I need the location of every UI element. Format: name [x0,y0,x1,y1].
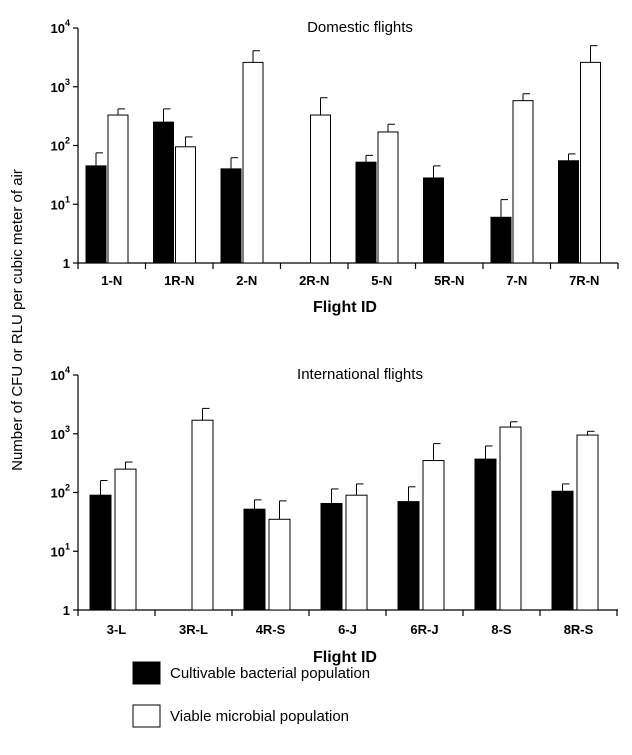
bar-cultivable [243,508,266,611]
y-tick-label: 104 [51,18,70,36]
bar-viable [512,100,534,264]
y-tick-label: 102 [51,136,70,154]
legend-label-cultivable: Cultivable bacterial population [170,665,370,682]
y-tick-label: 103 [51,77,70,95]
y-tick-label: 101 [51,194,70,212]
category-label: 1-N [101,273,122,288]
category-label: 1R-N [164,273,194,288]
category-label: 2R-N [299,273,329,288]
bar-viable [310,114,331,264]
bar-cultivable [89,494,112,611]
y-tick-label: 101 [51,541,70,559]
y-tick-label: 1 [63,256,70,271]
y-tick-exponent: 3 [65,77,70,87]
y-tick-base: 10 [51,486,65,501]
y-tick-exponent: 1 [65,541,70,551]
x-axis-label: Flight ID [313,299,377,316]
bar-cultivable [355,161,377,264]
category-label: 6-J [338,622,357,637]
bar-viable [377,131,399,264]
x-axis-label: Flight ID [313,649,377,666]
bar-cultivable [558,160,579,264]
bar-cultivable [153,121,174,264]
bar-viable [107,114,129,264]
legend-swatch-cultivable [132,661,161,685]
legend: Cultivable bacterial population Viable m… [132,661,370,728]
category-label: 8R-S [564,622,594,637]
bar-cultivable [474,458,497,611]
legend-label-viable: Viable microbial population [170,708,349,725]
y-tick-label: 103 [51,424,70,442]
category-label: 8-S [491,622,512,637]
y-tick-base: 10 [51,368,65,383]
bar-viable [580,61,601,264]
category-label: 5R-N [434,273,464,288]
bar-cultivable [320,502,343,611]
chart-title: Domestic flights [307,19,413,36]
category-label: 3R-L [179,622,208,637]
category-label: 5-N [371,273,392,288]
bar-viable [345,494,368,611]
y-tick-base: 10 [51,21,65,36]
y-tick-exponent: 4 [65,365,70,375]
legend-swatch-viable [132,704,161,728]
y-tick-exponent: 3 [65,424,70,434]
y-tick-base: 10 [51,544,65,559]
y-tick-label: 1 [63,603,70,618]
bar-viable [499,426,522,611]
category-label: 7R-N [569,273,599,288]
bar-viable [422,460,445,611]
y-tick-base: 10 [51,80,65,95]
category-label: 7-N [506,273,527,288]
chart-title: International flights [297,366,423,383]
bar-cultivable [551,490,574,611]
bar-cultivable [490,216,512,264]
bar-viable [576,434,599,611]
category-label: 6R-J [410,622,438,637]
y-tick-label: 102 [51,483,70,501]
y-axis-label: Number of CFU or RLU per cubic meter of … [9,169,26,471]
bar-cultivable [423,177,444,264]
bar-cultivable [220,168,242,264]
y-tick-base: 10 [51,139,65,154]
bar-viable [268,518,291,611]
bar-cultivable [85,165,107,264]
y-tick-exponent: 1 [65,194,70,204]
bar-cultivable [397,501,420,611]
y-tick-exponent: 4 [65,18,70,28]
category-label: 2-N [236,273,257,288]
category-label: 3-L [107,622,127,637]
y-tick-exponent: 2 [65,136,70,146]
bar-viable [175,146,196,264]
bar-viable [242,61,264,264]
y-tick-base: 10 [51,427,65,442]
y-tick-exponent: 2 [65,483,70,493]
bar-viable [114,468,137,611]
category-label: 4R-S [256,622,286,637]
y-tick-label: 104 [51,365,70,383]
bar-viable [191,419,214,611]
y-tick-base: 10 [51,197,65,212]
